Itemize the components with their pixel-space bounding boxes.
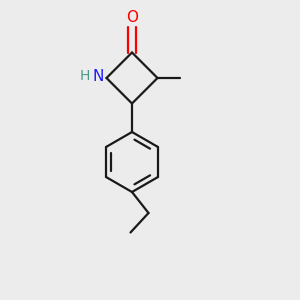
Text: O: O	[126, 10, 138, 25]
Text: H: H	[80, 70, 90, 83]
Text: N: N	[92, 69, 103, 84]
